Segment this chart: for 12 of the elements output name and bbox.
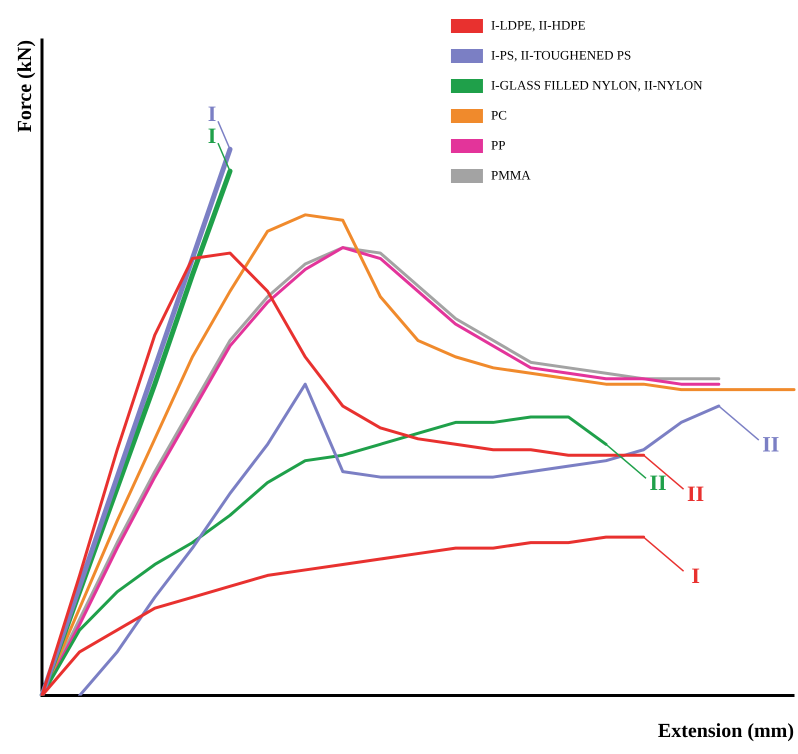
annotation: II	[649, 470, 667, 495]
legend-label: I-LDPE, II-HDPE	[490, 17, 586, 32]
annotation: II	[762, 432, 780, 457]
legend-label: I-GLASS FILLED NYLON, II-NYLON	[490, 77, 704, 92]
legend-label: PMMA	[490, 167, 532, 182]
annotation: I	[691, 562, 700, 588]
annotation: II	[687, 480, 704, 506]
x-axis-title: Extension (mm)	[658, 720, 794, 742]
y-axis-title: Force (kN)	[14, 40, 36, 132]
legend-label: PP	[490, 137, 506, 152]
legend-label: I-PS, II-TOUGHENED PS	[490, 47, 632, 62]
legend-label: PC	[490, 107, 507, 122]
